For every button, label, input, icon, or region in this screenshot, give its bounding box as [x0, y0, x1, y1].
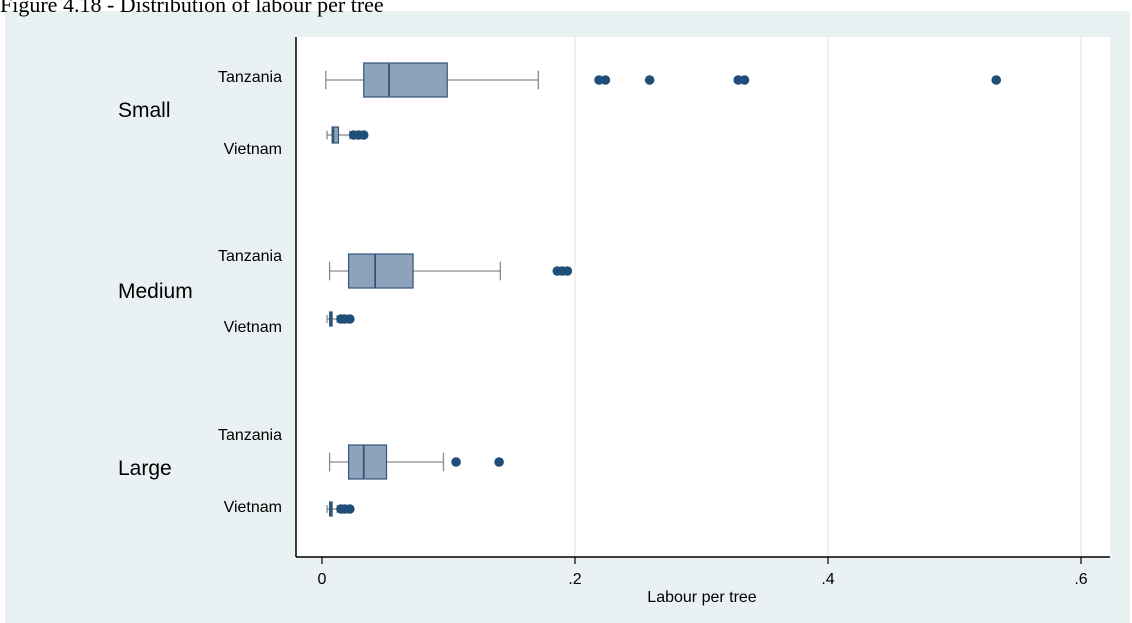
box-label: Tanzania — [218, 427, 282, 444]
box-label: Vietnam — [224, 319, 282, 336]
box-label: Tanzania — [218, 69, 282, 86]
x-axis-ticks: 0 .2 .4 .6 — [318, 557, 1088, 588]
figure-caption: Figure 4.18 - Distribution of labour per… — [0, 0, 384, 17]
box-plots — [325, 62, 1002, 517]
outlier-point — [644, 75, 655, 85]
grid-lines — [574, 37, 1082, 557]
box — [347, 253, 414, 289]
x-tick-label: .2 — [568, 571, 581, 588]
outlier-point — [739, 75, 750, 85]
plot-area — [296, 37, 1110, 557]
x-axis-label: Labour per tree — [647, 589, 757, 606]
x-tick-label: .6 — [1074, 571, 1087, 588]
outlier-point — [562, 266, 573, 276]
outlier-point — [451, 457, 461, 467]
outlier-point — [358, 130, 369, 140]
box-label: Vietnam — [224, 141, 282, 158]
group-label: Medium — [118, 280, 193, 303]
outlier-point — [345, 314, 355, 324]
x-tick-label: 0 — [318, 571, 327, 588]
box — [347, 444, 388, 480]
outlier-point — [345, 504, 355, 514]
outlier-point — [600, 75, 611, 85]
category-labels: Small Tanzania Vietnam Medium Tanzania Vietna… — [118, 69, 282, 516]
box-label: Tanzania — [218, 248, 282, 265]
group-label: Small — [118, 99, 171, 122]
box-label: Vietnam — [224, 499, 282, 516]
group-label: Large — [118, 457, 172, 480]
outlier-point — [494, 457, 504, 467]
x-tick-label: .4 — [821, 571, 834, 588]
outlier-point — [991, 75, 1002, 85]
box — [331, 126, 340, 144]
box — [363, 62, 448, 98]
